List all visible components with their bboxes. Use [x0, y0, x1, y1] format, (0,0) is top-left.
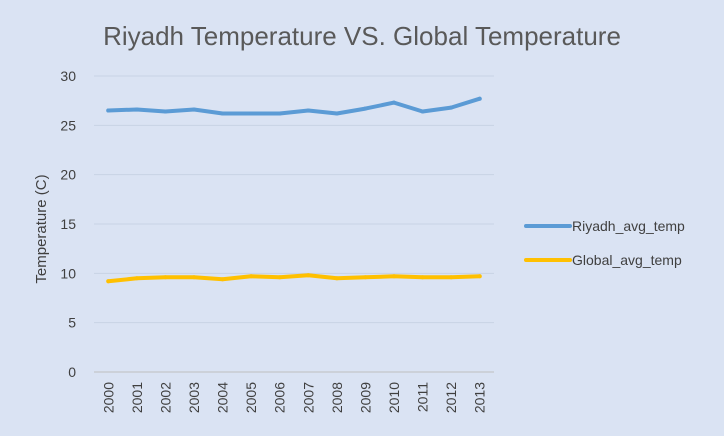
y-tick-label: 20 — [60, 167, 76, 183]
x-tick-label: 2011 — [415, 382, 431, 412]
data-point-global-avg-temp — [363, 275, 368, 280]
x-tick-label: 2013 — [472, 382, 488, 413]
x-tick-label: 2000 — [100, 382, 116, 413]
y-tick-label: 0 — [68, 364, 76, 380]
data-point-riyadh-avg-temp — [106, 108, 111, 113]
data-point-global-avg-temp — [477, 274, 482, 279]
data-point-global-avg-temp — [306, 273, 311, 278]
y-tick-label: 30 — [60, 68, 76, 84]
series-lines — [106, 96, 482, 284]
x-tick-label: 2009 — [357, 382, 373, 413]
x-tick-label: 2001 — [129, 382, 145, 413]
legend: Riyadh_avg_temp Global_avg_temp — [524, 218, 685, 268]
data-point-riyadh-avg-temp — [334, 111, 339, 116]
data-point-riyadh-avg-temp — [192, 107, 196, 112]
y-tick-label: 10 — [60, 265, 76, 281]
x-tick-label: 2005 — [243, 382, 259, 413]
chart-title: Riyadh Temperature VS. Global Temperatur… — [103, 21, 621, 51]
data-point-riyadh-avg-temp — [220, 111, 225, 116]
data-point-riyadh-avg-temp — [306, 108, 311, 113]
series-line-riyadh-avg-temp — [106, 96, 482, 116]
data-point-riyadh-avg-temp — [249, 111, 254, 116]
data-point-global-avg-temp — [334, 276, 339, 281]
data-point-riyadh-avg-temp — [392, 100, 396, 105]
y-axis-title: Temperature (C) — [33, 174, 50, 283]
y-axis-ticks: 0 5 10 15 20 25 30 — [60, 68, 76, 380]
data-point-riyadh-avg-temp — [163, 109, 168, 114]
data-point-global-avg-temp — [277, 275, 282, 280]
data-point-global-avg-temp — [134, 276, 139, 281]
y-tick-label: 25 — [60, 117, 76, 133]
data-point-riyadh-avg-temp — [420, 109, 425, 114]
x-tick-label: 2010 — [386, 382, 402, 413]
data-point-riyadh-avg-temp — [363, 106, 368, 111]
data-point-riyadh-avg-temp — [477, 96, 482, 101]
x-tick-label: 2006 — [272, 382, 288, 413]
data-point-global-avg-temp — [106, 279, 111, 284]
series-line-global-avg-temp — [106, 273, 482, 284]
data-point-riyadh-avg-temp — [134, 107, 139, 112]
x-tick-label: 2002 — [157, 382, 173, 413]
x-tick-label: 2012 — [443, 382, 459, 413]
y-tick-label: 5 — [68, 315, 76, 331]
x-tick-label: 2007 — [300, 382, 316, 413]
gridlines — [94, 75, 494, 373]
data-point-global-avg-temp — [249, 274, 254, 279]
legend-label: Global_avg_temp — [572, 252, 682, 268]
x-tick-label: 2004 — [215, 382, 231, 413]
data-point-global-avg-temp — [449, 275, 454, 280]
data-point-global-avg-temp — [163, 275, 168, 280]
data-point-global-avg-temp — [392, 274, 396, 279]
x-axis-ticks: 2000 2001 2002 2003 2004 2005 2006 2007 2008 2009… — [100, 382, 487, 413]
legend-label: Riyadh_avg_temp — [572, 218, 685, 234]
y-tick-label: 15 — [60, 216, 76, 232]
x-tick-label: 2003 — [186, 382, 202, 413]
data-point-global-avg-temp — [192, 275, 196, 280]
data-point-riyadh-avg-temp — [449, 105, 454, 110]
x-tick-label: 2008 — [329, 382, 345, 413]
data-point-global-avg-temp — [220, 277, 225, 282]
data-point-riyadh-avg-temp — [277, 111, 282, 116]
data-point-global-avg-temp — [420, 275, 425, 280]
